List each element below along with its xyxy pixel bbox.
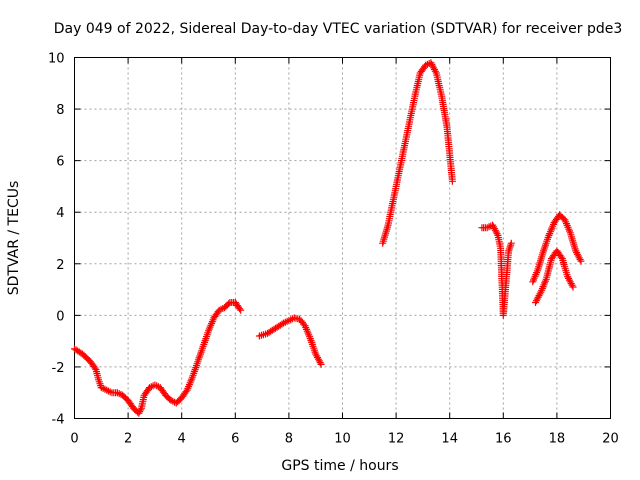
x-tick-label: 2 (124, 432, 132, 447)
x-tick-label: 4 (178, 432, 186, 447)
series-sdtvar (71, 59, 585, 417)
grid (74, 57, 611, 419)
y-tick-label: 8 (56, 103, 64, 118)
y-tick-label: -2 (52, 361, 65, 376)
data-point (153, 382, 161, 390)
y-tick-label: 4 (56, 206, 64, 221)
y-tick-label: 6 (56, 155, 64, 170)
data-point (237, 306, 245, 314)
data-point (317, 360, 325, 368)
x-tick-label: 0 (70, 432, 78, 447)
data-point (492, 228, 500, 236)
data-point (137, 406, 145, 414)
y-tick-label: 2 (56, 258, 64, 273)
x-tick-label: 18 (549, 432, 566, 447)
y-tick-label: -4 (52, 413, 65, 428)
x-tick-label: 20 (602, 432, 619, 447)
data-point (577, 257, 585, 265)
data-point (507, 239, 515, 247)
data-point (573, 249, 581, 257)
axis-ticks: 0 2 4 6 8 10 12 14 16 18 20 -4 -2 0 2 4 6 8 10 (48, 52, 619, 447)
data-point (569, 283, 577, 291)
y-axis-label: SDTVAR / TECUs (6, 181, 22, 296)
data-point (568, 281, 576, 289)
x-tick-label: 14 (441, 432, 458, 447)
x-tick-label: 10 (334, 432, 351, 447)
data-point (576, 256, 584, 263)
x-tick-label: 16 (495, 432, 512, 447)
data-point (493, 230, 501, 238)
x-tick-label: 6 (231, 432, 239, 447)
y-tick-label: 10 (48, 52, 65, 67)
plot-frame (74, 57, 611, 419)
x-tick-label: 12 (388, 432, 405, 447)
y-tick-label: 0 (56, 309, 64, 324)
chart-title: Day 049 of 2022, Sidereal Day-to-day VTE… (54, 21, 623, 37)
data-point (448, 177, 456, 185)
data-point (572, 247, 580, 255)
x-axis-label: GPS time / hours (281, 458, 398, 474)
data-point (532, 297, 540, 305)
data-point (91, 364, 99, 372)
data-point (236, 305, 244, 313)
x-tick-label: 8 (285, 432, 293, 447)
data-point (557, 253, 565, 261)
data-point (431, 67, 439, 75)
data-point (491, 226, 499, 234)
data-point (225, 300, 233, 308)
